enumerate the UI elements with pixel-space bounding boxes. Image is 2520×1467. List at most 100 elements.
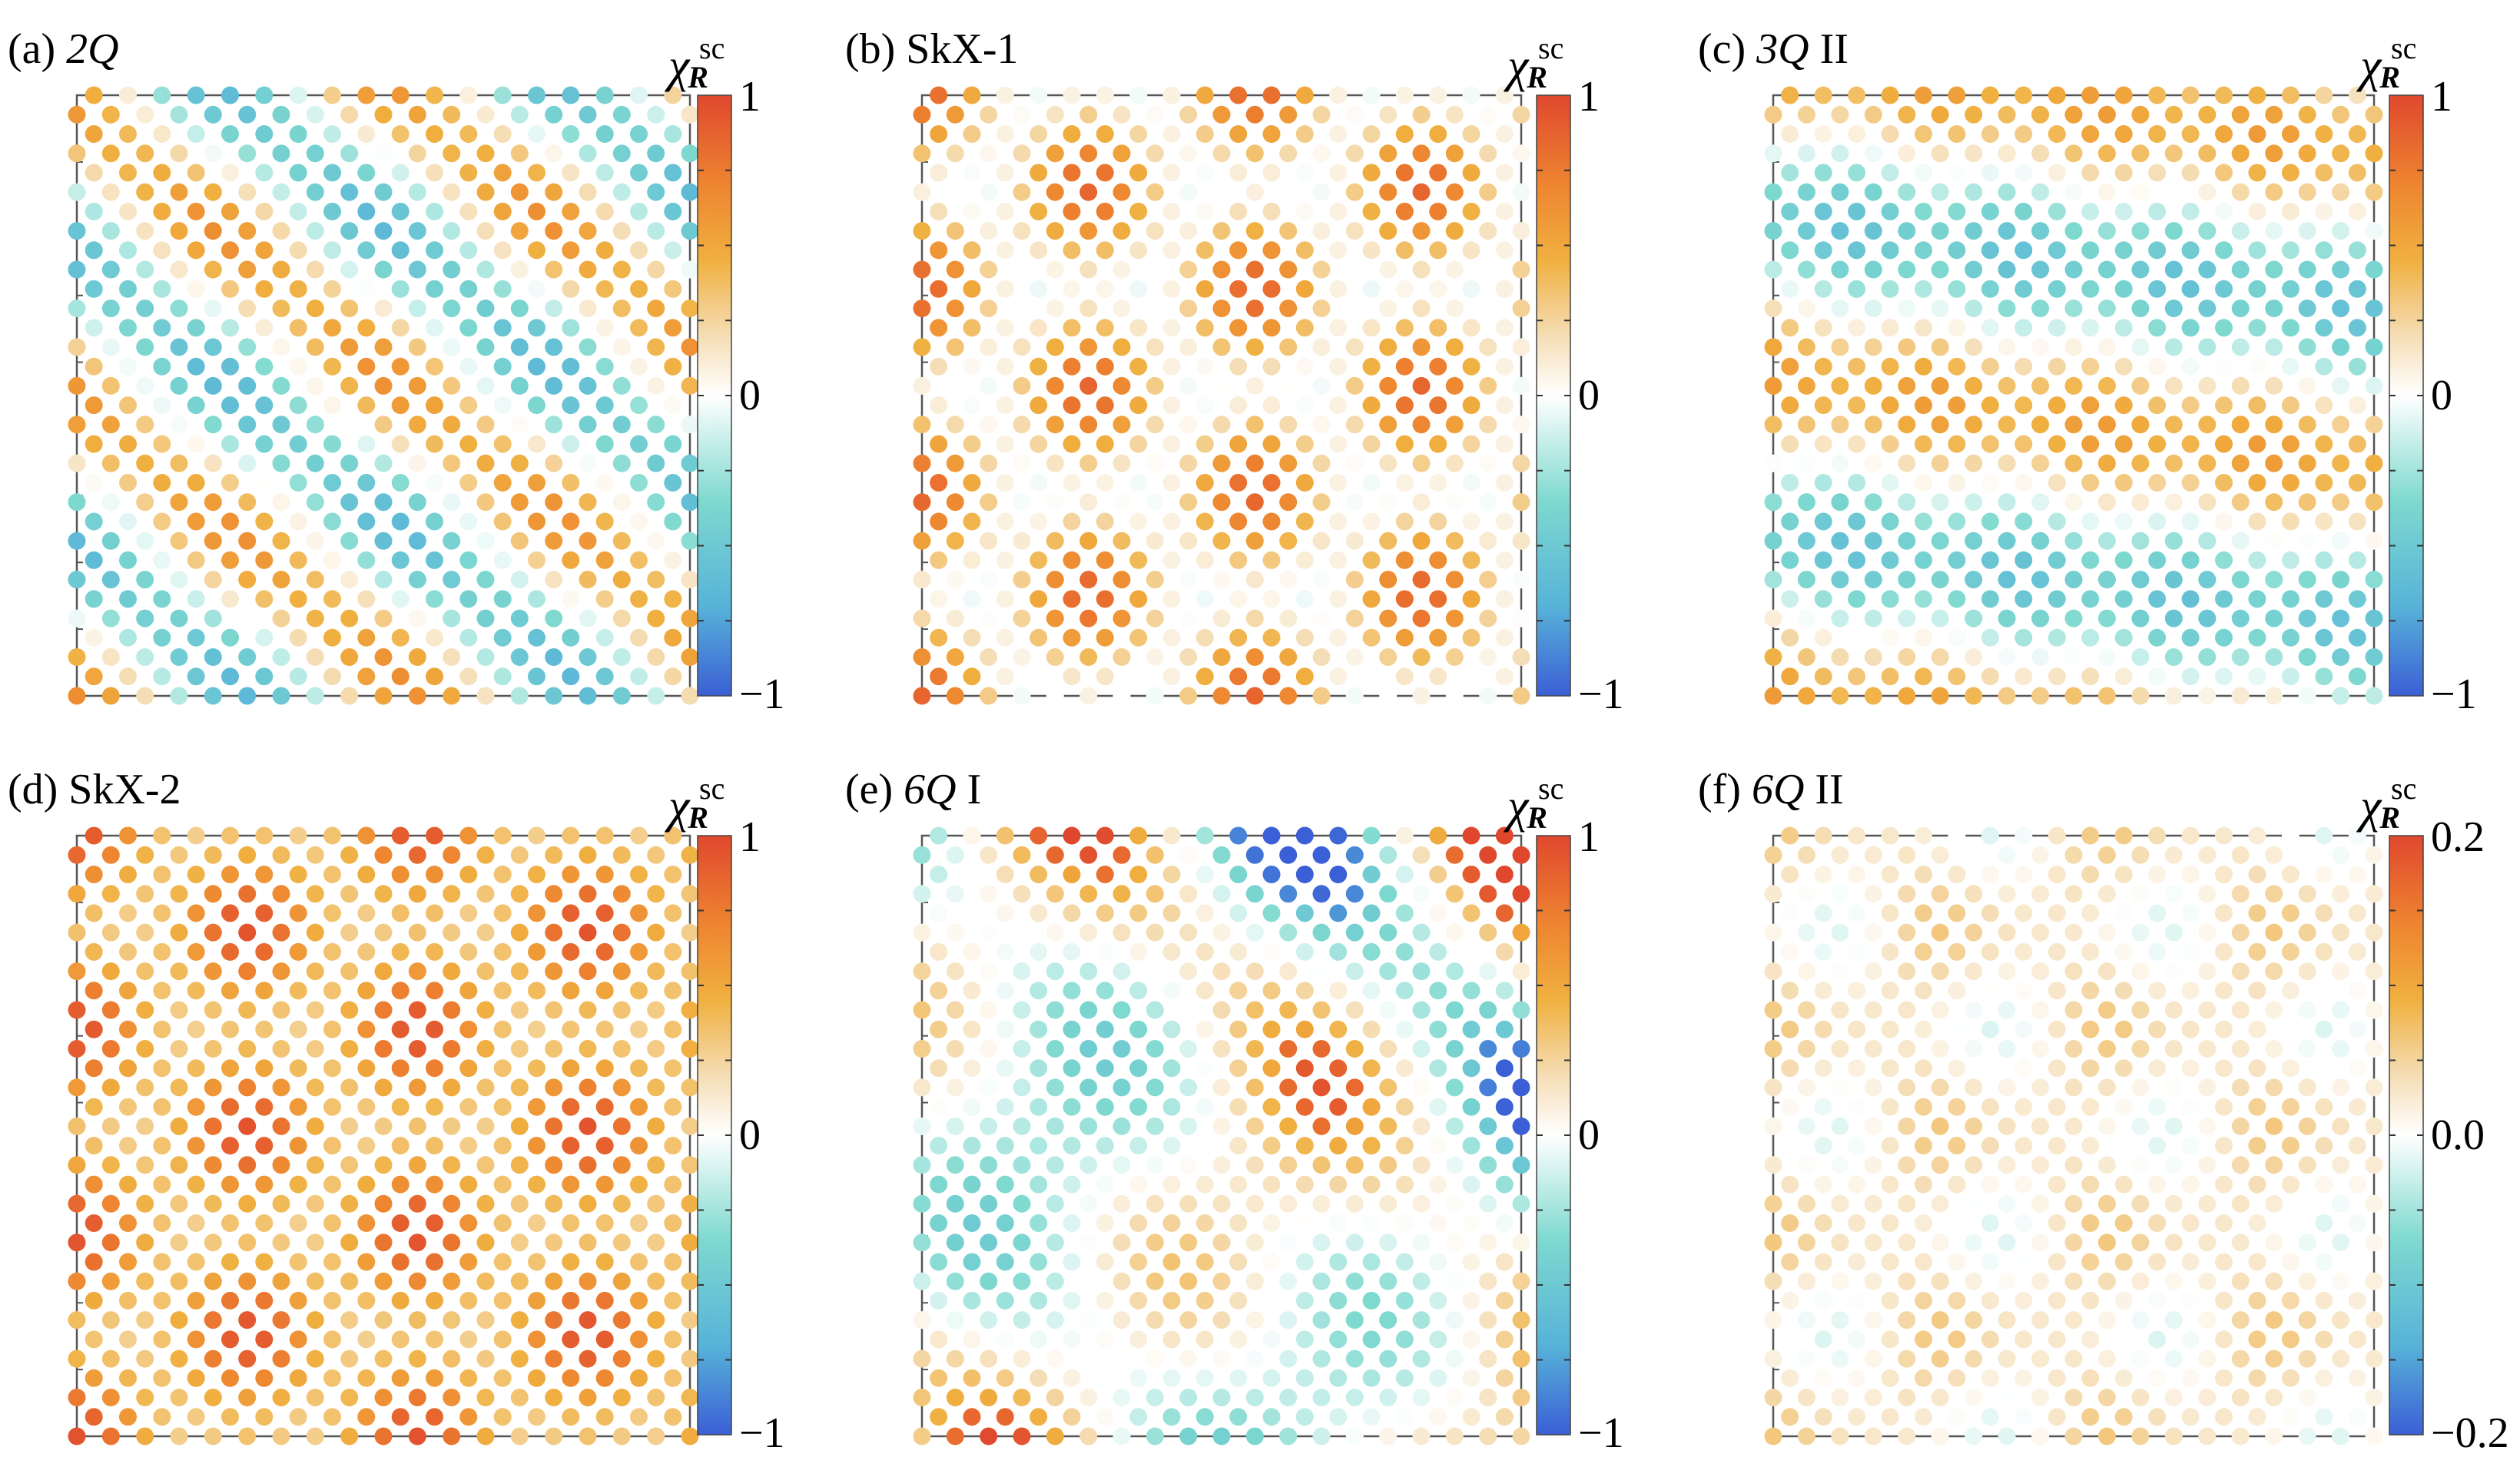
site-dot <box>946 260 964 279</box>
site-dot <box>1998 260 2016 279</box>
site-dot <box>1129 1020 1148 1038</box>
site-dot <box>2064 1389 2083 1406</box>
site-dot <box>187 1253 205 1271</box>
site-dot <box>357 1291 376 1310</box>
site-dot <box>2031 687 2050 705</box>
site-dot <box>68 571 86 589</box>
site-dot <box>476 1001 495 1019</box>
site-dot <box>2181 512 2200 531</box>
site-dot <box>2215 590 2233 608</box>
site-dot <box>545 1349 563 1368</box>
site-dot <box>426 1330 443 1349</box>
panel-title-prefix: (d) SkX-2 <box>8 766 181 813</box>
site-dot <box>408 923 426 942</box>
site-dot <box>2298 531 2316 550</box>
site-dot <box>136 923 154 942</box>
site-dot <box>2014 202 2033 220</box>
site-dot <box>913 1389 931 1406</box>
site-dot <box>204 1117 222 1135</box>
site-dot <box>1345 1389 1364 1406</box>
site-dot <box>1079 1156 1098 1174</box>
site-dot <box>1162 319 1181 337</box>
site-dot <box>1179 1001 1198 1019</box>
site-dot <box>2231 1117 2250 1135</box>
site-dot <box>1898 260 1916 279</box>
site-dot <box>1931 1194 1949 1213</box>
site-dot <box>1096 1330 1114 1349</box>
site-dot <box>1096 590 1114 608</box>
site-dot <box>1931 260 1949 279</box>
site-dot <box>2031 144 2050 163</box>
site-dot <box>2131 260 2150 279</box>
site-dot <box>2097 1427 2116 1445</box>
site-dot <box>1848 551 1866 569</box>
site-dot <box>1312 531 1331 550</box>
colorbar-tick-label: 0 <box>739 372 761 419</box>
site-dot <box>221 1291 239 1310</box>
colorbar-title-sub: R <box>687 60 708 94</box>
site-dot <box>1179 609 1198 628</box>
site-dot <box>1814 1098 1832 1116</box>
site-dot <box>996 202 1014 220</box>
site-dot <box>963 512 981 531</box>
site-dot <box>1262 1253 1281 1271</box>
site-dot <box>996 1291 1014 1310</box>
site-dot <box>1881 1137 1899 1155</box>
site-dot <box>681 338 699 356</box>
site-dot <box>153 667 171 686</box>
site-dot <box>595 202 614 220</box>
site-dot <box>136 846 154 864</box>
site-dot <box>1848 1175 1866 1194</box>
site-dot <box>1512 105 1530 124</box>
site-dot <box>306 454 324 472</box>
site-dot <box>1063 241 1081 260</box>
site-dot <box>1129 512 1148 531</box>
site-dot <box>595 512 614 531</box>
site-dot <box>963 866 981 883</box>
site-dot <box>980 648 998 666</box>
site-dot <box>1162 241 1181 260</box>
colorbar-title-symbol: χ <box>1504 780 1530 833</box>
site-dot <box>101 260 120 279</box>
site-dot <box>1965 687 1983 705</box>
site-dot <box>1915 202 1932 220</box>
site-dot <box>2114 202 2133 220</box>
site-dot <box>1013 1389 1031 1406</box>
site-dot <box>204 144 222 163</box>
site-dot <box>1096 904 1114 922</box>
site-dot <box>153 551 171 569</box>
site-dot <box>2231 105 2250 124</box>
site-dot <box>2215 164 2233 182</box>
site-dot <box>946 885 964 903</box>
site-dot <box>374 1272 393 1290</box>
site-dot <box>1495 942 1514 961</box>
site-dot <box>2064 531 2083 550</box>
site-dot <box>579 1156 597 1174</box>
site-dot <box>1112 1194 1131 1213</box>
site-dot <box>1013 609 1031 628</box>
colorbar-tick-label: 0.0 <box>2431 1111 2485 1159</box>
site-dot <box>1030 357 1048 376</box>
site-dot <box>1295 982 1314 1000</box>
site-dot <box>1797 1117 1815 1135</box>
site-dot <box>1295 628 1314 647</box>
site-dot <box>612 531 631 550</box>
site-dot <box>1262 1059 1281 1078</box>
site-dot <box>1362 590 1381 608</box>
site-dot <box>153 474 171 492</box>
site-dot <box>459 1253 478 1271</box>
site-dot <box>68 923 86 942</box>
site-dot <box>1195 1369 1214 1387</box>
site-dot <box>1395 396 1414 415</box>
site-dot <box>1898 105 1916 124</box>
site-dot <box>323 1408 341 1426</box>
site-dot <box>238 1156 257 1174</box>
site-dot <box>946 846 964 864</box>
site-dot <box>1146 1427 1164 1445</box>
site-dot <box>2332 338 2350 356</box>
site-dot <box>68 1389 86 1406</box>
site-dot <box>2031 1156 2050 1174</box>
site-dot <box>1329 1059 1348 1078</box>
site-dot <box>946 1040 964 1058</box>
site-dot <box>1814 590 1832 608</box>
